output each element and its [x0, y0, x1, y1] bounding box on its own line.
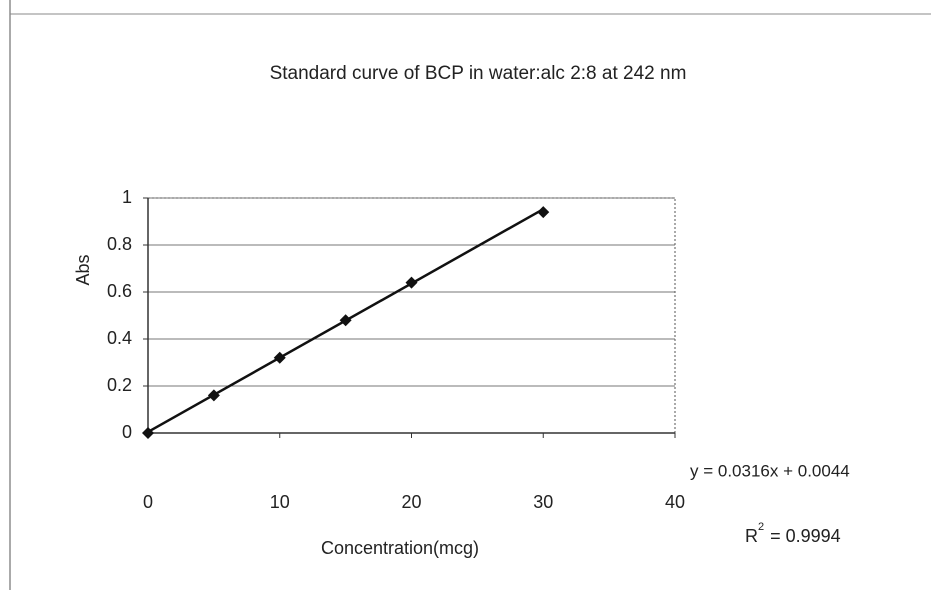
y-tick-label: 1 — [122, 187, 132, 207]
r-squared-rest: = 0.9994 — [770, 526, 841, 546]
x-tick-label: 30 — [533, 492, 553, 512]
data-point — [207, 389, 220, 402]
x-tick-label: 20 — [401, 492, 421, 512]
data-point — [537, 206, 550, 219]
x-tick-label: 10 — [270, 492, 290, 512]
y-axis-title: Abs — [73, 254, 93, 285]
y-tick-label: 0.4 — [107, 328, 132, 348]
plot-area — [147, 197, 676, 434]
data-point — [339, 314, 352, 327]
x-axis-title: Concentration(mcg) — [321, 538, 479, 558]
y-tick-label: 0.8 — [107, 234, 132, 254]
y-tick-label: 0.2 — [107, 375, 132, 395]
trendline-equation: y = 0.0316x + 0.0044 — [690, 461, 850, 480]
r-squared-base: R — [745, 526, 758, 546]
y-tick-label: 0 — [122, 422, 132, 442]
data-point — [142, 427, 154, 439]
y-tick-label: 0.6 — [107, 281, 132, 301]
data-point — [405, 276, 418, 289]
x-tick-label: 40 — [665, 492, 685, 512]
chart-title: Standard curve of BCP in water:alc 2:8 a… — [270, 63, 687, 84]
r-squared-sup: 2 — [758, 521, 764, 533]
x-tick-label: 0 — [143, 492, 153, 512]
data-point — [273, 351, 286, 364]
r-squared: R2 = 0.9994 — [745, 521, 841, 546]
